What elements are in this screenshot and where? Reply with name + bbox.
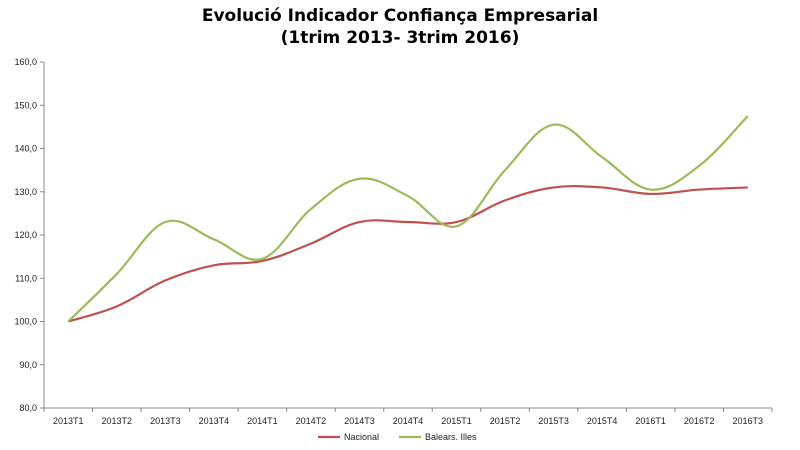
- data-point-nacional: [116, 305, 118, 307]
- x-tick-label: 2014T1: [247, 416, 278, 426]
- data-point-balears-illes: [601, 156, 603, 158]
- data-point-balears-illes: [698, 165, 700, 167]
- data-point-nacional: [164, 279, 166, 281]
- x-tick-label: 2015T2: [490, 416, 521, 426]
- y-tick-label: 100,0: [14, 317, 37, 327]
- data-point-nacional: [504, 199, 506, 201]
- x-tick-label: 2014T3: [344, 416, 375, 426]
- x-tick-label: 2015T1: [441, 416, 472, 426]
- data-point-nacional: [552, 186, 554, 188]
- data-point-nacional: [698, 188, 700, 190]
- data-point-nacional: [601, 186, 603, 188]
- data-point-balears-illes: [213, 238, 215, 240]
- x-tick-label: 2016T1: [635, 416, 666, 426]
- data-point-balears-illes: [747, 115, 749, 117]
- data-point-balears-illes: [552, 124, 554, 126]
- x-tick-label: 2013T3: [150, 416, 181, 426]
- data-point-balears-illes: [116, 273, 118, 275]
- data-point-balears-illes: [455, 225, 457, 227]
- data-point-balears-illes: [310, 208, 312, 210]
- data-point-balears-illes: [504, 169, 506, 171]
- y-tick-label: 90,0: [19, 360, 37, 370]
- x-tick-label: 2016T3: [732, 416, 763, 426]
- y-tick-label: 120,0: [14, 230, 37, 240]
- data-point-nacional: [747, 186, 749, 188]
- data-point-balears-illes: [407, 195, 409, 197]
- y-tick-label: 80,0: [19, 403, 37, 413]
- chart-title: Evolució Indicador Confiança Empresarial: [201, 6, 599, 26]
- x-tick-label: 2013T1: [53, 416, 84, 426]
- data-point-nacional: [358, 221, 360, 223]
- y-tick-label: 150,0: [14, 100, 37, 110]
- data-point-nacional: [407, 221, 409, 223]
- x-tick-label: 2014T4: [393, 416, 424, 426]
- series-line-nacional: [67, 184, 748, 323]
- data-point-nacional: [649, 193, 651, 195]
- data-point-balears-illes: [67, 320, 69, 322]
- data-point-balears-illes: [649, 188, 651, 190]
- data-point-nacional: [310, 242, 312, 244]
- x-tick-label: 2013T4: [199, 416, 230, 426]
- series-line-balears-illes: [67, 115, 749, 323]
- y-tick-label: 160,0: [14, 57, 37, 67]
- data-point-balears-illes: [358, 178, 360, 180]
- x-tick-label: 2016T2: [684, 416, 715, 426]
- data-point-nacional: [213, 264, 215, 266]
- x-tick-label: 2015T4: [587, 416, 618, 426]
- data-point-nacional: [455, 221, 457, 223]
- legend-label-balears-illes: Balears. Illes: [425, 432, 477, 442]
- x-tick-label: 2013T2: [102, 416, 133, 426]
- data-point-balears-illes: [164, 221, 166, 223]
- y-tick-label: 130,0: [14, 187, 37, 197]
- x-tick-label: 2014T2: [296, 416, 327, 426]
- y-tick-label: 110,0: [15, 273, 37, 283]
- legend-label-nacional: Nacional: [344, 432, 379, 442]
- y-tick-label: 140,0: [14, 144, 37, 154]
- chart-subtitle: (1trim 2013- 3trim 2016): [280, 28, 520, 48]
- x-tick-label: 2015T3: [538, 416, 569, 426]
- data-point-balears-illes: [261, 258, 263, 260]
